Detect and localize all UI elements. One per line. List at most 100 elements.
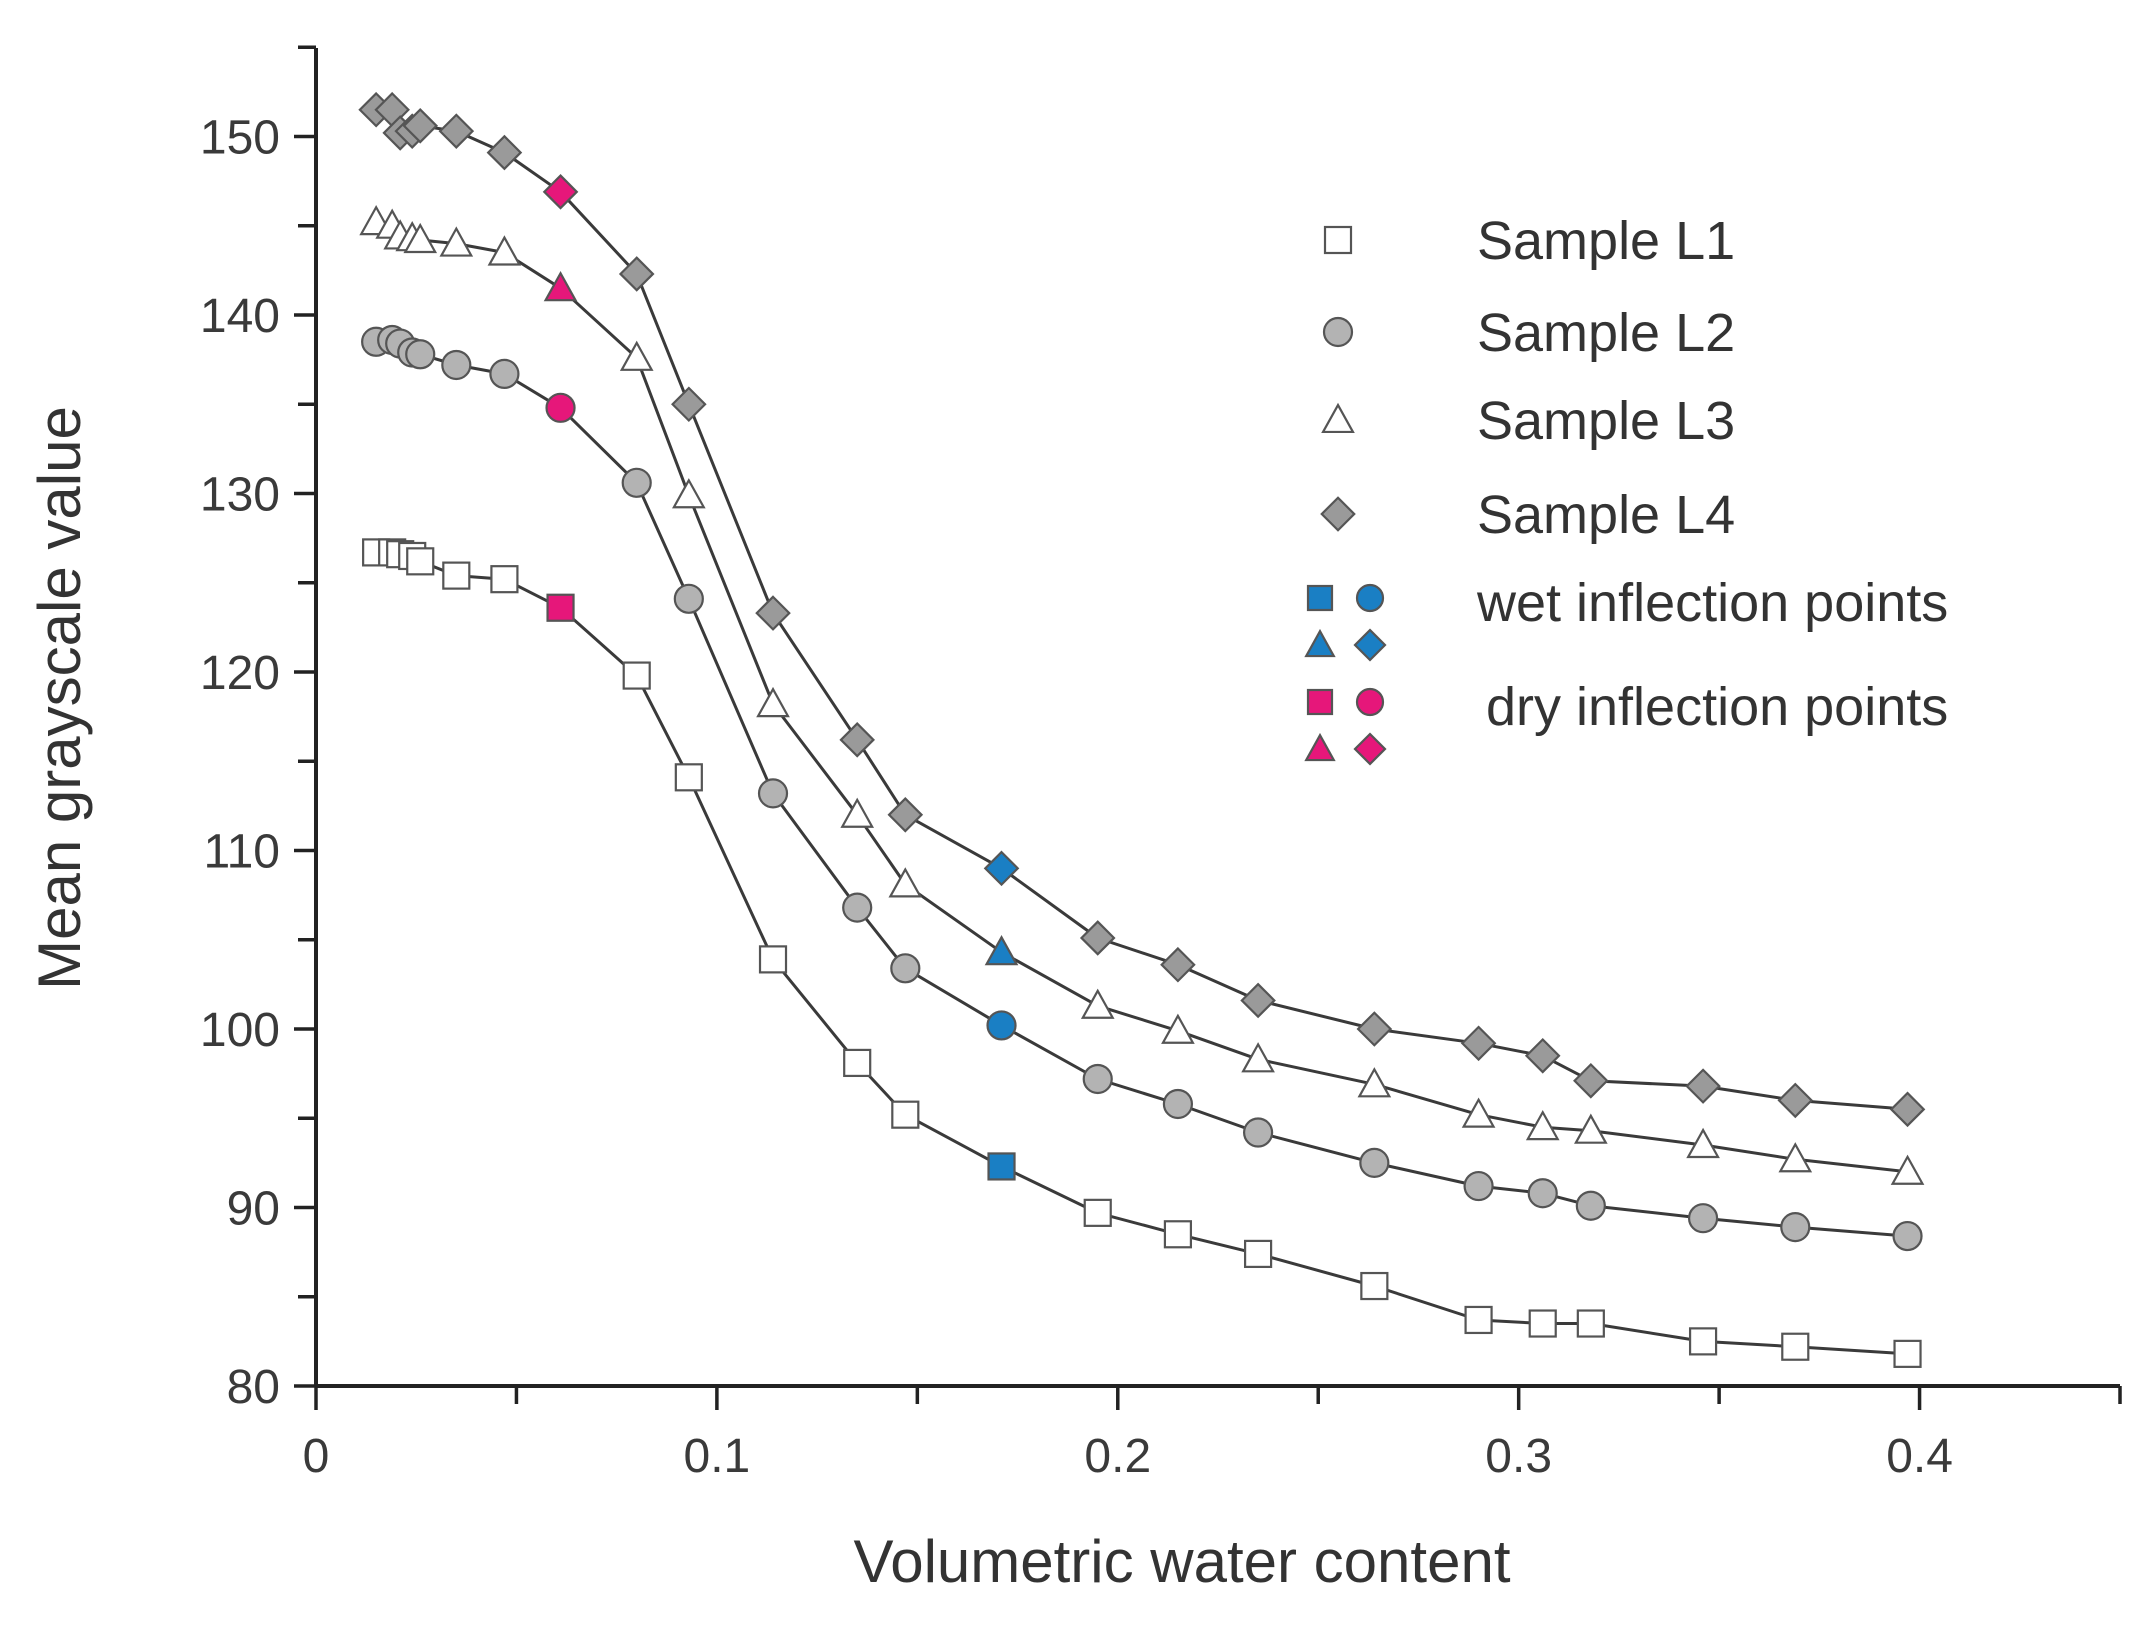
data-point: [1241, 1042, 1275, 1073]
data-point: [1889, 1091, 1926, 1128]
legend-label: Sample L1: [1477, 211, 1735, 271]
data-point: [1890, 1154, 1925, 1185]
series-markers: [358, 91, 1926, 1368]
data-point: [486, 134, 523, 171]
legend-item-sample-l4: Sample L4: [1320, 485, 1735, 545]
data-point: [1356, 1011, 1393, 1047]
data-point: [487, 235, 522, 266]
x-tick-label: 0: [303, 1430, 330, 1483]
y-tick-label: 140: [200, 290, 280, 343]
wet-inflection-point: [983, 850, 1020, 887]
data-point: [1573, 1062, 1609, 1099]
x-tick-label: 0.3: [1485, 1430, 1552, 1483]
dry-inflection-point: [545, 392, 576, 423]
data-point: [1162, 1088, 1194, 1120]
legend-marker: [1323, 225, 1353, 255]
data-point: [1777, 1082, 1814, 1119]
data-point: [1080, 988, 1115, 1019]
data-point: [1243, 1239, 1273, 1269]
x-tick-label: 0.2: [1084, 1430, 1151, 1483]
legend-item-sample-l1: Sample L1: [1323, 211, 1735, 271]
dry-inflection-point: [543, 271, 578, 302]
data-point: [1528, 1309, 1557, 1338]
wet-inflection-point: [987, 1152, 1016, 1181]
data-point: [1688, 1327, 1718, 1356]
data-point: [1463, 1170, 1494, 1202]
legend-marker: [1355, 687, 1385, 717]
data-point: [402, 107, 439, 144]
data-point: [1357, 1067, 1392, 1098]
data-point: [618, 256, 655, 292]
y-tick-label: 130: [200, 469, 280, 522]
data-point: [1083, 1198, 1112, 1227]
y-tick-label: 80: [227, 1361, 280, 1414]
data-point: [758, 945, 788, 974]
data-point: [1525, 1109, 1560, 1141]
data-point: [1242, 1117, 1274, 1148]
data-point: [1359, 1147, 1390, 1178]
legend-label: dry inflection points: [1486, 677, 1948, 737]
data-point: [755, 595, 791, 631]
data-point: [1464, 1305, 1493, 1335]
data-point: [1781, 1332, 1810, 1361]
dry-inflection-point: [546, 593, 575, 622]
data-point: [1460, 1025, 1497, 1062]
data-point: [891, 1100, 920, 1129]
legend-marker: [1353, 732, 1387, 766]
data-point: [1574, 1113, 1608, 1144]
data-point: [1685, 1068, 1721, 1104]
wet-inflection-point: [986, 1010, 1017, 1041]
legend-marker: [1322, 316, 1354, 348]
data-point: [1163, 1220, 1193, 1249]
data-point: [1576, 1309, 1605, 1338]
legend-label: Sample L3: [1477, 391, 1735, 451]
legend-marker: [1353, 628, 1387, 662]
data-point: [1892, 1220, 1923, 1252]
data-point: [673, 583, 704, 614]
data-point: [672, 478, 706, 509]
data-point: [1082, 1063, 1113, 1095]
data-point: [839, 722, 876, 758]
legend-item-sample-l2: Sample L2: [1322, 303, 1735, 363]
legend-marker: [1304, 732, 1336, 762]
dry-inflection-point: [542, 174, 579, 210]
data-point: [1461, 1097, 1496, 1128]
data-point: [1686, 1127, 1720, 1159]
data-point: [406, 547, 435, 576]
data-point: [1160, 946, 1196, 983]
y-tick-label: 90: [227, 1183, 280, 1236]
data-point: [840, 797, 875, 828]
legend-label: wet inflection points: [1476, 573, 1948, 633]
data-point: [441, 349, 472, 381]
legend-item-dry-inflection-points: dry inflection points: [1304, 677, 1948, 766]
legend-marker: [1306, 688, 1334, 716]
data-point: [1079, 920, 1116, 956]
data-point: [1240, 982, 1276, 1019]
data-point: [1524, 1037, 1561, 1074]
wet-inflection-point: [984, 935, 1019, 966]
data-point: [439, 226, 474, 257]
legend-label: Sample L4: [1477, 485, 1735, 545]
x-tick-label: 0.1: [684, 1430, 751, 1483]
legend-label: Sample L2: [1477, 303, 1735, 363]
data-point: [489, 358, 520, 390]
data-point: [1161, 1013, 1195, 1044]
y-axis-title: Mean grayscale value: [26, 406, 93, 990]
legend-marker: [1304, 628, 1336, 658]
data-point: [888, 867, 923, 898]
axes: 80 90 100 110 120 130 140 150 0 0.1 0.2 0.3 0.4: [200, 45, 2122, 1483]
legend-marker: [1306, 584, 1334, 612]
data-point: [621, 467, 652, 498]
data-point: [405, 339, 436, 370]
y-tick-label: 150: [200, 112, 280, 165]
legend: Sample L1 Sample L2 Sample L3 Sample L4 wet …: [1304, 211, 1948, 766]
data-point: [1360, 1271, 1389, 1301]
series-markers-sample-l3: [359, 204, 1925, 1185]
data-point: [890, 953, 921, 984]
data-point: [1780, 1212, 1811, 1243]
data-point: [671, 386, 707, 423]
x-axis-title: Volumetric water content: [854, 1528, 1511, 1595]
series-line-sample-l2: [375, 338, 1908, 1238]
data-point: [756, 686, 790, 718]
